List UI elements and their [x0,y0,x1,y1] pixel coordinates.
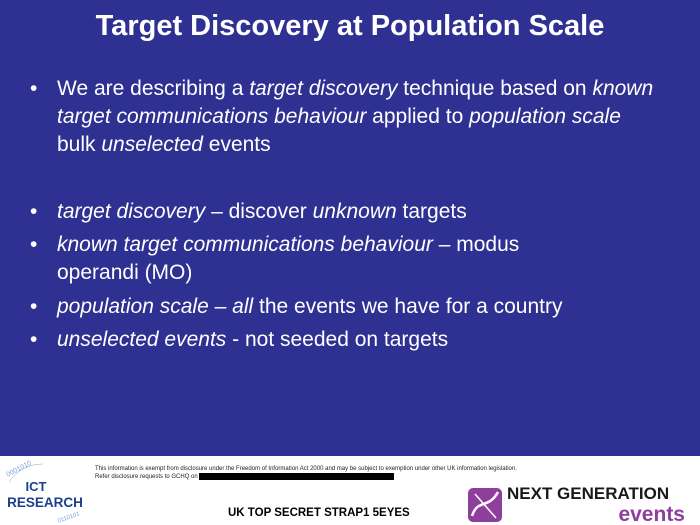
bullet-text: We are describing a target discovery tec… [30,75,660,159]
classification-marking: UK TOP SECRET STRAP1 5EYES [228,507,410,519]
bullet-text: known target communications behaviour – … [30,231,597,287]
bullet-segment: events [202,133,271,156]
legal-line-2: Refer disclosure requests to GCHQ on [95,474,198,481]
legal-notice: This information is exempt from disclosu… [95,465,655,481]
bullet-item: • target discovery – discover unknown ta… [30,198,660,226]
next-generation-events-logo: NEXT GENERATION events [468,484,685,524]
bullet-segment: – modus operandi (MO) [57,233,520,284]
bullet-text: unselected events - not seeded on target… [30,326,660,354]
ng-logo-line1: NEXT GENERATION [507,484,669,503]
bullet-emphasis: known target communications behaviour [57,77,654,128]
ict-logo-arc-bottom: 0110101 [57,511,81,524]
bullet-segment: – [208,295,233,318]
bullet-item: • unselected events - not seeded on targ… [30,326,660,354]
bullet-emphasis: all [232,295,254,318]
bullet-emphasis: population scale [57,295,209,318]
bullet-segment: applied to [366,105,470,128]
bullet-emphasis: target discovery [249,77,398,100]
ict-research-logo: 0001010 ICT RESEARCH 0110101 [5,460,83,524]
footer-bar: 0001010 ICT RESEARCH 0110101 This inform… [0,456,700,525]
slide-title: Target Discovery at Population Scale [95,10,605,42]
bullet-segment: the events we have for a country [253,295,563,318]
bullet-item: • We are describing a target discovery t… [30,75,660,159]
bullet-emphasis: unselected [101,133,203,156]
legal-line-2-wrap: Refer disclosure requests to GCHQ on [95,473,655,481]
ict-logo-line2: RESEARCH [7,495,83,510]
bullet-emphasis: unselected events [57,328,227,351]
bullet-dot-icon: • [30,233,38,256]
bullet-segment: bulk [57,133,102,156]
ict-logo-arc-top: 0001010 [5,460,32,479]
bullet-item: • known target communications behaviour … [30,231,660,287]
bullet-emphasis: unknown [312,200,397,223]
bullet-segment: - not seeded on targets [226,328,449,351]
redaction-bar [199,473,395,480]
bullet-emphasis: target discovery [57,200,206,223]
bullet-dot-icon: • [30,200,38,223]
bullet-item: • population scale – all the events we h… [30,293,660,321]
bullet-segment: We are describing a [57,77,250,100]
slide-body: Target Discovery at Population Scale • W… [30,10,660,354]
bullet-dot-icon: • [30,328,38,351]
bullet-emphasis: known target communications behaviour [57,233,433,256]
bullet-text: population scale – all the events we hav… [30,293,660,321]
bullet-dot-icon: • [30,295,38,318]
bullet-text: target discovery – discover unknown targ… [30,198,660,226]
ict-logo-line1: ICT [26,479,47,494]
bullet-emphasis: population scale [469,105,621,128]
ng-logo-line2: events [618,503,685,524]
legal-line-1: This information is exempt from disclosu… [95,466,517,472]
bullet-segment: – discover [205,200,313,223]
bullet-segment: targets [396,200,467,223]
bullet-dot-icon: • [30,77,38,100]
bullet-segment: technique based on [397,77,593,100]
